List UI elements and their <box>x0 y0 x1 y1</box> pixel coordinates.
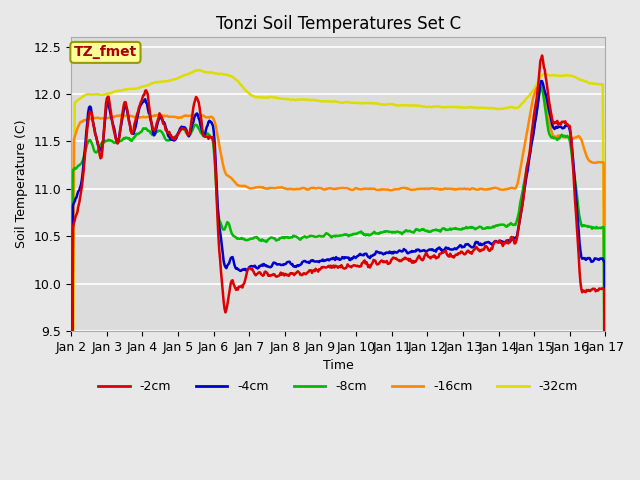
Text: TZ_fmet: TZ_fmet <box>74 46 137 60</box>
Legend: -2cm, -4cm, -8cm, -16cm, -32cm: -2cm, -4cm, -8cm, -16cm, -32cm <box>93 375 583 398</box>
X-axis label: Time: Time <box>323 359 354 372</box>
Y-axis label: Soil Temperature (C): Soil Temperature (C) <box>15 120 28 248</box>
Title: Tonzi Soil Temperatures Set C: Tonzi Soil Temperatures Set C <box>216 15 461 33</box>
